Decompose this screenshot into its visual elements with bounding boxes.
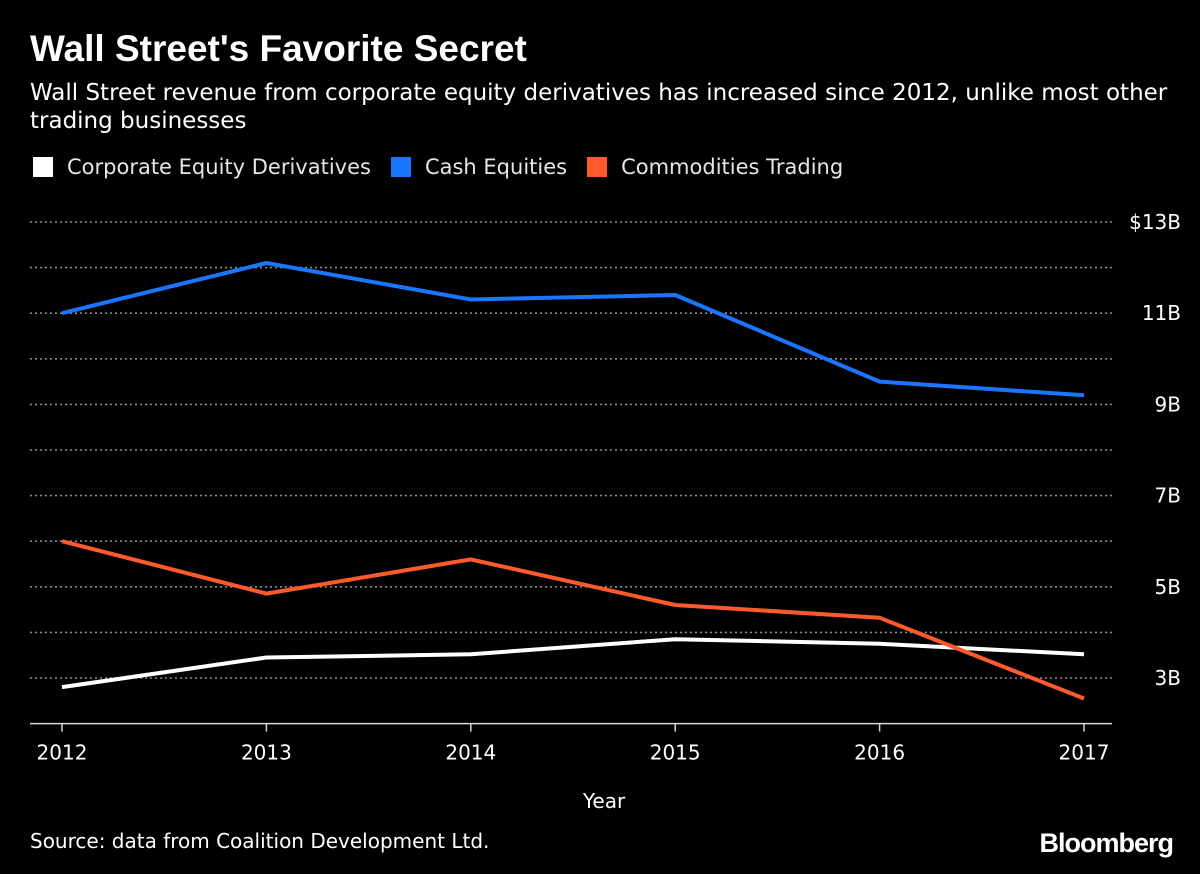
series-line-corporate-equity-derivatives [61, 637, 1085, 690]
x-tick-label: 2012 [37, 741, 88, 765]
legend-label: Corporate Equity Derivatives [67, 155, 371, 179]
legend-item-corporate-equity-derivatives: Corporate Equity Derivatives [33, 155, 371, 179]
source-note: Source: data from Coalition Development … [30, 829, 490, 853]
legend-item-cash-equities: Cash Equities [390, 155, 568, 179]
legend-label: Cash Equities [424, 155, 568, 179]
legend-item-commodities-trading: Commodities Trading [587, 155, 843, 179]
x-tick-label: 2016 [854, 741, 905, 765]
x-tick-label: 2017 [1059, 741, 1110, 765]
y-tick-label: 11B [1142, 301, 1181, 325]
x-axis-title: Year [582, 789, 626, 813]
series-line-cash-equities [61, 261, 1085, 398]
chart-subtitle: Wall Street revenue from corporate equit… [30, 80, 1168, 134]
legend-swatch [390, 157, 411, 177]
bloomberg-logo: Bloomberg [1039, 828, 1174, 858]
chart-title: Wall Street's Favorite Secret [30, 28, 527, 69]
series-line-commodities-trading [61, 539, 1085, 701]
y-tick-label: $13B [1129, 210, 1181, 234]
legend: Corporate Equity Derivatives Cash Equiti… [33, 155, 863, 179]
legend-swatch [587, 157, 608, 177]
x-tick-label: 2015 [650, 741, 701, 765]
x-tick-label: 2014 [445, 741, 496, 765]
legend-swatch [33, 157, 53, 177]
y-tick-label: 9B [1155, 392, 1181, 416]
legend-label: Commodities Trading [621, 155, 844, 179]
y-tick-label: 7B [1155, 484, 1181, 508]
y-tick-label: 3B [1155, 666, 1181, 690]
x-tick-label: 2013 [241, 741, 292, 765]
y-tick-label: 5B [1155, 575, 1181, 599]
